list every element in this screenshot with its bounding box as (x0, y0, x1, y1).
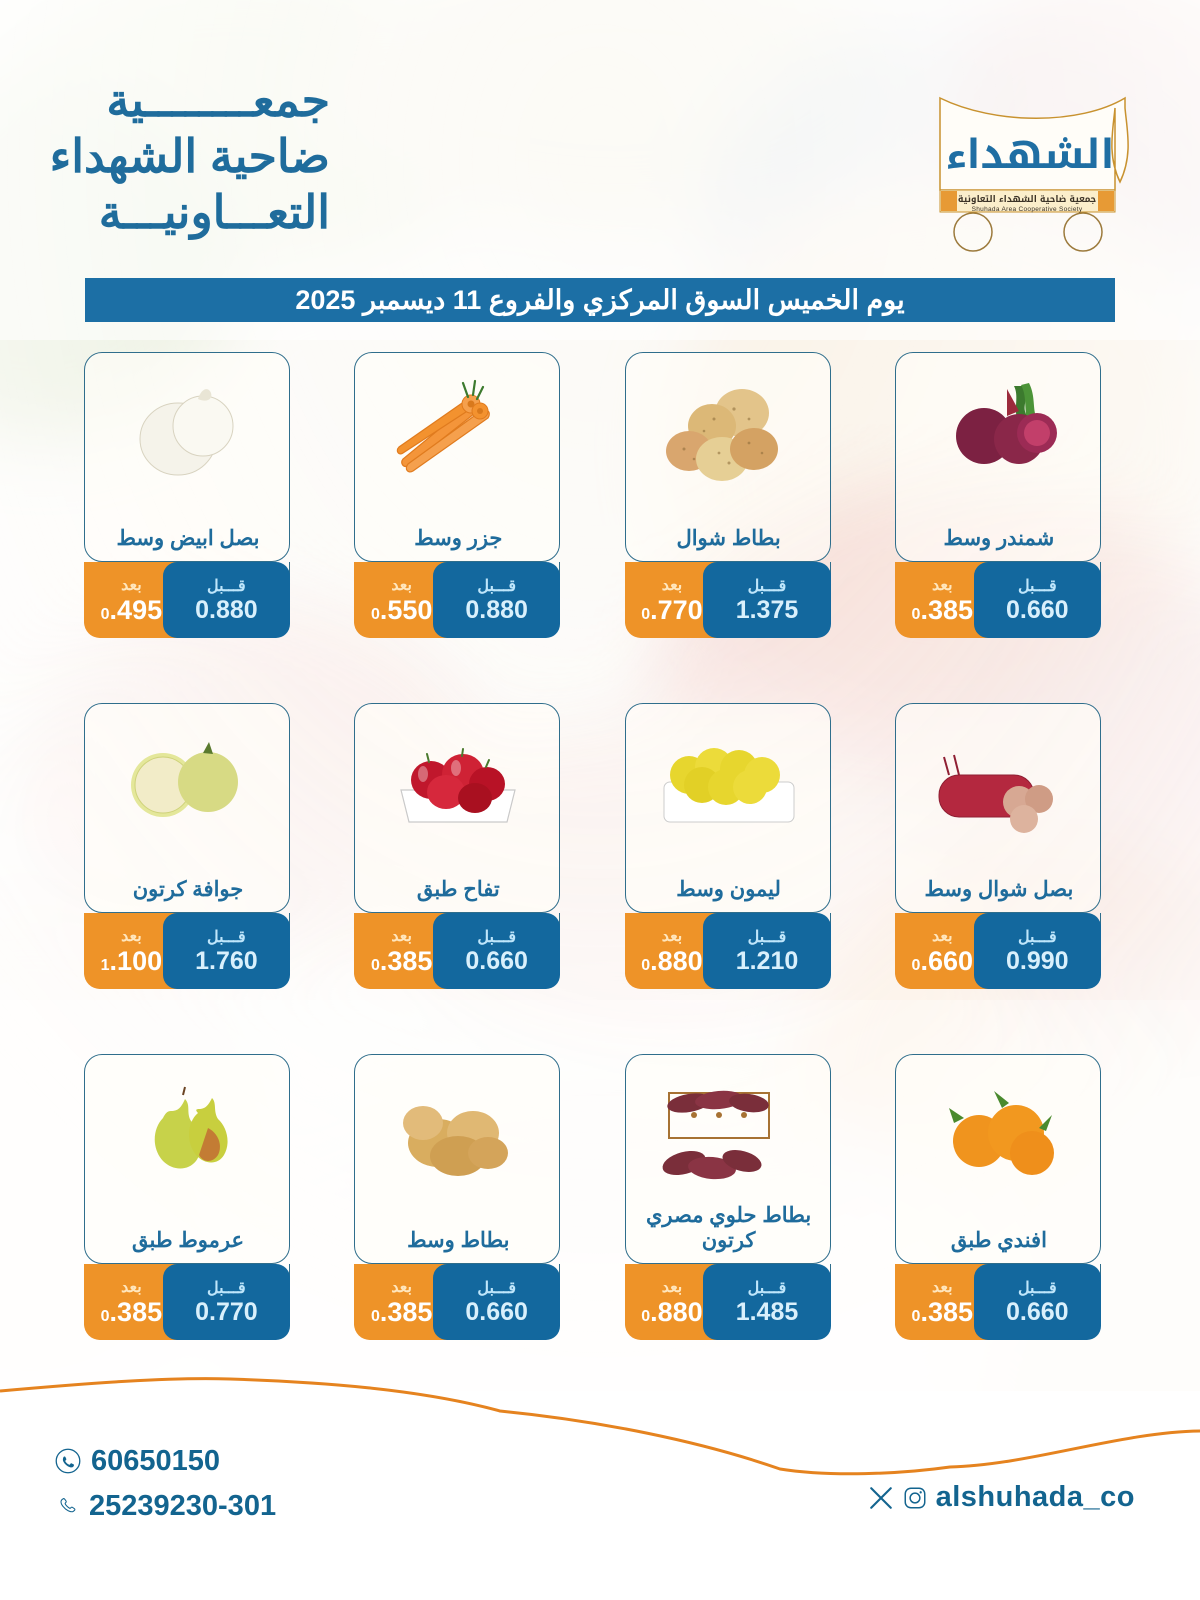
svg-text:الشهداء: الشهداء (946, 117, 1115, 193)
svg-text:Shuhada Area Cooperative Socie: Shuhada Area Cooperative Society (972, 206, 1083, 213)
